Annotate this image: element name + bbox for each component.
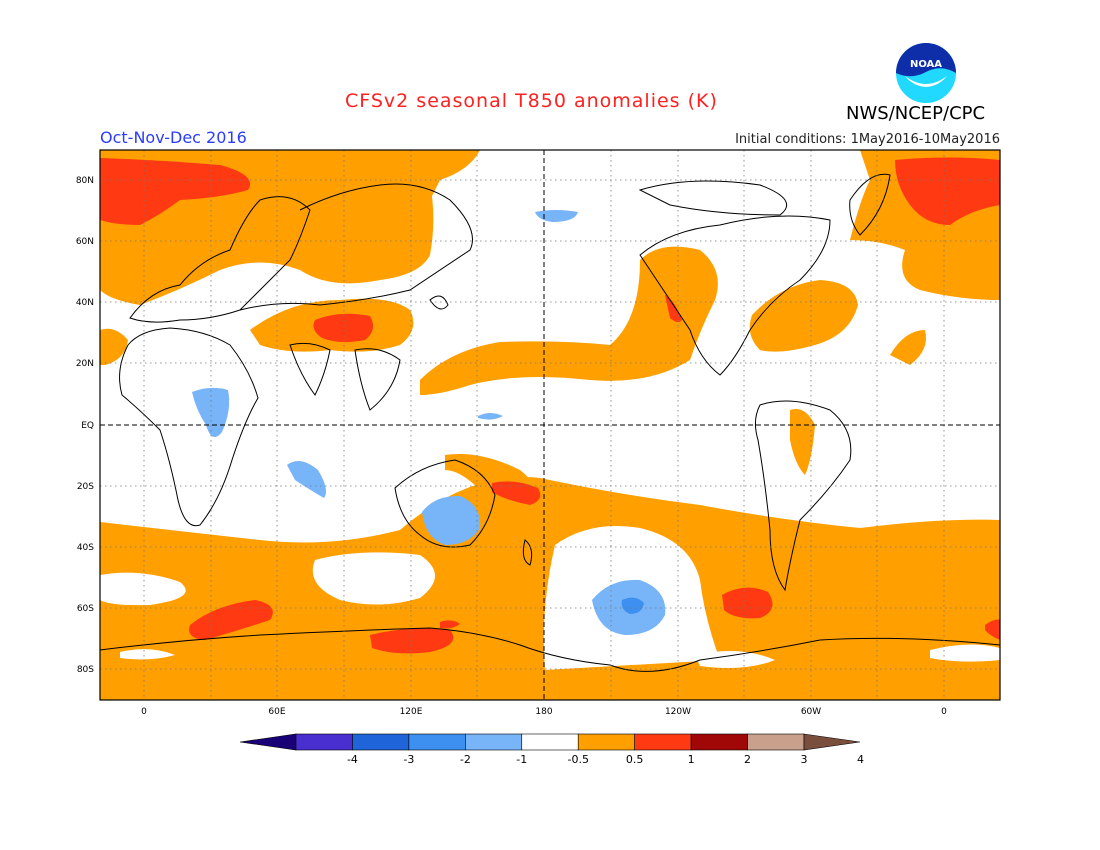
anomaly-red-antarctic-east	[370, 628, 454, 654]
lat-tick-label: 60S	[77, 604, 94, 614]
anomaly-north-pacific	[420, 246, 718, 395]
lat-tick-label: 80S	[77, 665, 94, 675]
anomaly-red-east-edge	[985, 619, 1000, 640]
colorbar-arrow-low	[239, 733, 297, 751]
colorbar-label: -1	[516, 753, 527, 766]
lat-tick-label: 60N	[76, 237, 94, 247]
coast-southeast-asia	[354, 348, 401, 411]
lon-tick-label: 120E	[400, 707, 423, 717]
colorbar-swatch	[747, 733, 805, 751]
colorbar-swatch	[408, 733, 466, 751]
coastlines	[100, 173, 1000, 672]
lon-tick-label: 0	[141, 707, 147, 717]
anomaly-blue-pacific-dot	[478, 413, 503, 420]
colorbar: -4 -3 -2 -1 -0.5 0.5 1 2 3 4	[239, 733, 864, 766]
coast-australia	[394, 459, 496, 548]
colorbar-label: -3	[403, 753, 414, 766]
colorbar-swatch	[352, 733, 410, 751]
coast-new-zealand	[522, 539, 533, 566]
colorbar-label: 0.5	[626, 753, 644, 766]
coast-europe	[129, 196, 311, 323]
map-frame	[99, 149, 1001, 701]
anomaly-gap-antarctica-1	[120, 649, 175, 660]
lat-tick-label: 20S	[77, 482, 94, 492]
colorbar-label: -2	[460, 753, 471, 766]
lon-tick-label: 60W	[801, 707, 821, 717]
lon-tick-label: 120W	[665, 707, 691, 717]
colorbar-label: 3	[801, 753, 808, 766]
colorbar-swatch	[465, 733, 523, 751]
lat-axis: 80N 60N 40N 20N EQ 20S 40S 60S 80S	[76, 176, 94, 675]
anomaly-blue-east-siberia	[535, 210, 578, 222]
coast-south-america	[754, 400, 852, 592]
anomaly-red-small	[440, 620, 460, 629]
coast-greenland	[849, 173, 891, 236]
colorbar-label: 4	[857, 753, 864, 766]
lon-tick-label: 180	[535, 707, 552, 717]
coast-antarctica	[100, 627, 1000, 672]
svg-text:NOAA: NOAA	[910, 59, 942, 70]
colorbar-label: -0.5	[567, 753, 588, 766]
lat-tick-label: 40S	[77, 543, 94, 553]
coast-japan	[429, 295, 449, 310]
lat-tick-label: 20N	[76, 359, 94, 369]
anomaly-iberia	[890, 330, 926, 365]
colorbar-arrow-high	[803, 733, 861, 751]
coast-africa	[119, 327, 259, 527]
coast-arctic-islands	[638, 180, 788, 216]
season-label: Oct-Nov-Dec 2016	[100, 128, 247, 147]
anomaly-blue-australia	[422, 495, 481, 545]
anomaly-red-scandinavia	[100, 158, 251, 225]
coast-asia	[239, 183, 473, 311]
lat-tick-label: 40N	[76, 298, 94, 308]
agency-label: NWS/NCEP/CPC	[846, 103, 986, 124]
coast-india	[289, 342, 331, 396]
lon-axis: 0 60E 120E 180 120W 60W 0	[141, 707, 947, 717]
colorbar-label: 2	[744, 753, 751, 766]
lon-tick-label: 60E	[268, 707, 285, 717]
initial-conditions-label: Initial conditions: 1May2016-10May2016	[735, 132, 1000, 147]
noaa-logo: NOAA	[896, 43, 956, 103]
anomaly-gap-antarctica-3	[930, 644, 1000, 662]
colorbar-label: -4	[347, 753, 358, 766]
anomaly-gap-south-indian	[312, 552, 435, 605]
lat-tick-label: EQ	[81, 421, 94, 431]
anomaly-red-coral-sea	[492, 481, 541, 505]
colorbar-swatch	[634, 733, 692, 751]
lon-tick-label: 0	[941, 707, 947, 717]
map-title: CFSv2 seasonal T850 anomalies (K)	[345, 90, 718, 112]
colorbar-swatch	[577, 733, 635, 751]
anomaly-blue-madagascar	[287, 461, 326, 498]
colorbar-swatch	[295, 733, 353, 751]
anomaly-red-greenland	[895, 157, 1000, 225]
anomaly-east-atlantic	[100, 328, 128, 365]
anomaly-red-indian-south	[189, 600, 273, 640]
anomaly-blue-south-pacific-core	[621, 597, 644, 614]
anomaly-red-tibet	[313, 313, 374, 343]
colorbar-swatch	[521, 733, 579, 751]
colorbar-label: 1	[688, 753, 695, 766]
anomaly-blue-east-africa	[192, 387, 230, 438]
anomaly-gap-south-atlantic	[100, 572, 186, 606]
anomaly-siberia-strip	[420, 150, 480, 200]
anomaly-red-drake	[722, 587, 773, 619]
coast-north-america	[639, 215, 831, 376]
colorbar-swatch	[690, 733, 748, 751]
lat-tick-label: 80N	[76, 176, 94, 186]
anomaly-gap-antarctica-2	[695, 651, 775, 668]
